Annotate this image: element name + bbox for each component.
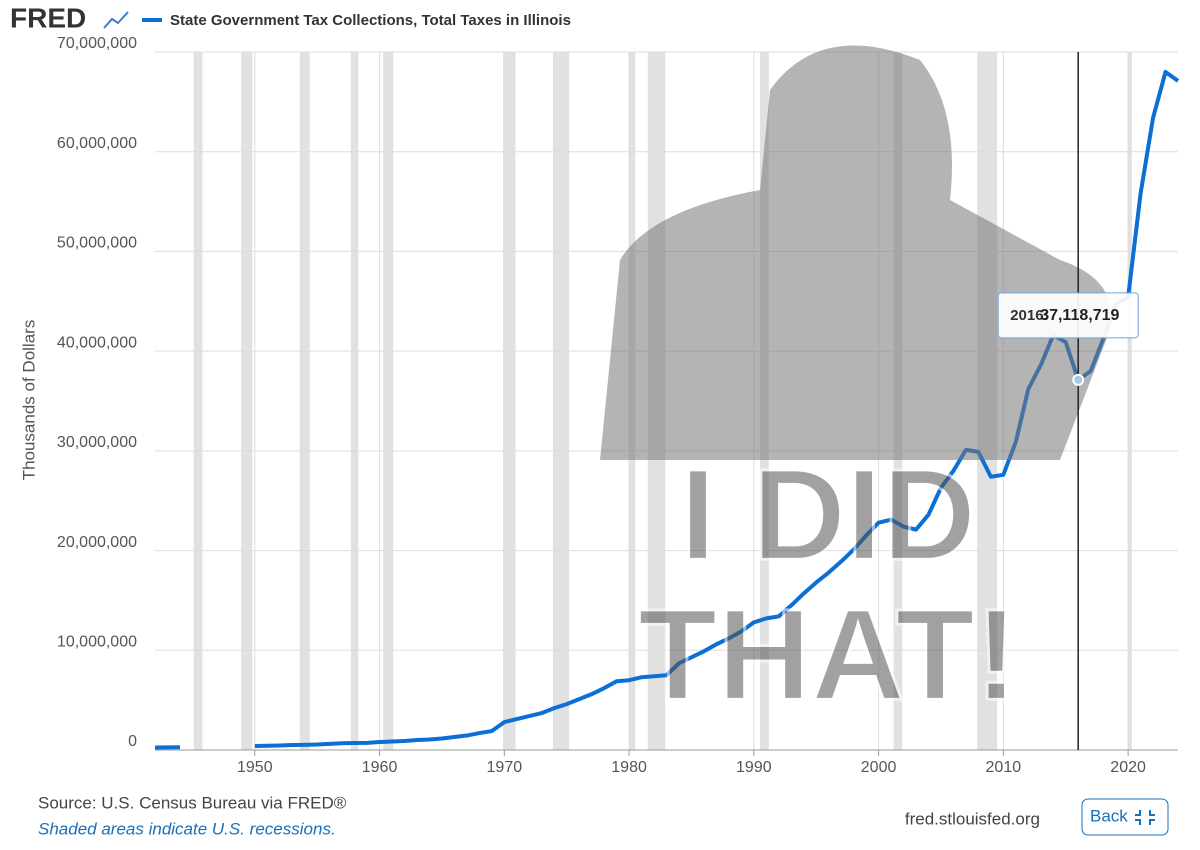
x-tick-label: 2010: [986, 759, 1022, 776]
back-button-box[interactable]: [1081, 798, 1169, 836]
recession-band: [350, 52, 359, 750]
tooltip: 2016:37,118,719: [997, 52, 1139, 750]
tooltip-value: 37,118,719: [1040, 307, 1119, 324]
x-tick-label: 1990: [736, 759, 772, 776]
recession-band: [1128, 52, 1132, 750]
y-tick-label: 0: [128, 733, 137, 750]
source: Source: U.S. Census Bureau via FRED®: [38, 793, 347, 812]
x-tick-label: 1980: [611, 759, 647, 776]
recession-note: Shaded areas indicate U.S. recessions.: [38, 819, 336, 838]
y-tick-label: 30,000,000: [57, 434, 137, 451]
photo-silhouette: [600, 45, 1112, 460]
y-tick-label: 60,000,000: [57, 135, 137, 152]
x-tick-label: 1960: [362, 759, 398, 776]
recession-band: [552, 52, 570, 750]
x-tick-label: 2020: [1110, 759, 1146, 776]
x-tick-label: 1970: [487, 759, 523, 776]
recession-band: [503, 52, 516, 750]
x-tick-label: 1950: [237, 759, 273, 776]
site-url: fred.stlouisfed.org: [905, 809, 1040, 828]
y-tick-label: 10,000,000: [57, 634, 137, 651]
recession-band: [241, 52, 253, 750]
back-button[interactable]: Back: [1081, 798, 1169, 836]
x-tick-label: 2000: [861, 759, 897, 776]
legend-label: State Government Tax Collections, Total …: [170, 12, 571, 29]
back-button-label[interactable]: Back: [1090, 806, 1128, 825]
y-tick-label: 40,000,000: [57, 334, 137, 351]
y-tick-label: 20,000,000: [57, 534, 137, 551]
logo: FRED: [10, 2, 86, 33]
tooltip-x: 2016:: [1010, 307, 1048, 324]
recession-band: [299, 52, 310, 750]
recession-band: [383, 52, 394, 750]
y-axis-label: Thousands of Dollars: [19, 320, 38, 481]
tooltip-box: [997, 292, 1139, 339]
overlay-text: THAT!: [638, 581, 1018, 727]
overlay-text: I DID: [680, 441, 976, 587]
logo-icon: [103, 11, 129, 29]
y-tick-label: 50,000,000: [57, 235, 137, 252]
back-button-icon[interactable]: [1135, 810, 1155, 825]
y-tick-label: 70,000,000: [57, 35, 137, 52]
hover-point: [1072, 373, 1085, 386]
recession-band: [193, 52, 203, 750]
